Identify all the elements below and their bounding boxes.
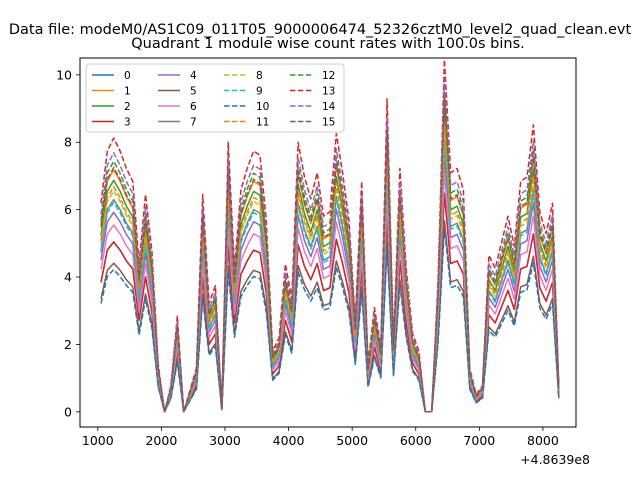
x-tick-label: 3000 bbox=[209, 433, 241, 448]
legend-label-11: 11 bbox=[256, 117, 269, 129]
series-line-10 bbox=[100, 228, 560, 413]
legend-label-9: 9 bbox=[256, 86, 263, 98]
x-tick-label: 6000 bbox=[400, 433, 432, 448]
legend-label-8: 8 bbox=[256, 70, 263, 82]
legend-box bbox=[85, 63, 345, 133]
legend-label-1: 1 bbox=[124, 86, 131, 98]
x-tick-label: 7000 bbox=[463, 433, 495, 448]
legend-label-15: 15 bbox=[322, 117, 335, 129]
y-tick-label: 0 bbox=[64, 404, 72, 419]
series-layer bbox=[100, 58, 560, 413]
figure-suptitle: Data file: modeM0/AS1C09_011T05_90000064… bbox=[8, 22, 632, 38]
series-line-9 bbox=[100, 142, 560, 413]
legend-label-3: 3 bbox=[124, 117, 131, 129]
plot-frame bbox=[79, 57, 577, 428]
y-tick-label: 4 bbox=[64, 270, 72, 285]
series-line-11 bbox=[100, 121, 560, 413]
legend-label-10: 10 bbox=[256, 101, 269, 113]
y-axis: 0 2 4 6 8 10 bbox=[56, 67, 80, 419]
chart-title: Quadrant 1 module wise count rates with … bbox=[131, 36, 525, 52]
x-tick-label: 8000 bbox=[527, 433, 559, 448]
x-tick-label: 4000 bbox=[273, 433, 305, 448]
y-tick-label: 6 bbox=[64, 202, 72, 217]
legend-label-4: 4 bbox=[190, 70, 197, 82]
legend-label-14: 14 bbox=[322, 101, 336, 113]
legend-label-7: 7 bbox=[190, 117, 197, 129]
legend-label-12: 12 bbox=[322, 70, 335, 82]
x-axis-offset-label: +4.8639e8 bbox=[520, 452, 590, 467]
legend-label-13: 13 bbox=[322, 86, 335, 98]
y-tick-label: 8 bbox=[64, 135, 72, 150]
legend-label-6: 6 bbox=[190, 101, 197, 113]
x-tick-label: 2000 bbox=[145, 433, 177, 448]
y-tick-label: 10 bbox=[56, 67, 72, 82]
x-tick-label: 1000 bbox=[82, 433, 114, 448]
x-tick-label: 5000 bbox=[336, 433, 368, 448]
y-tick-label: 2 bbox=[64, 337, 72, 352]
legend-label-0: 0 bbox=[124, 70, 131, 82]
legend-label-5: 5 bbox=[190, 86, 197, 98]
x-axis: 1000 2000 3000 4000 5000 6000 7000 8000 bbox=[82, 427, 559, 448]
series-line-15 bbox=[100, 97, 560, 413]
legend-label-2: 2 bbox=[124, 101, 131, 113]
